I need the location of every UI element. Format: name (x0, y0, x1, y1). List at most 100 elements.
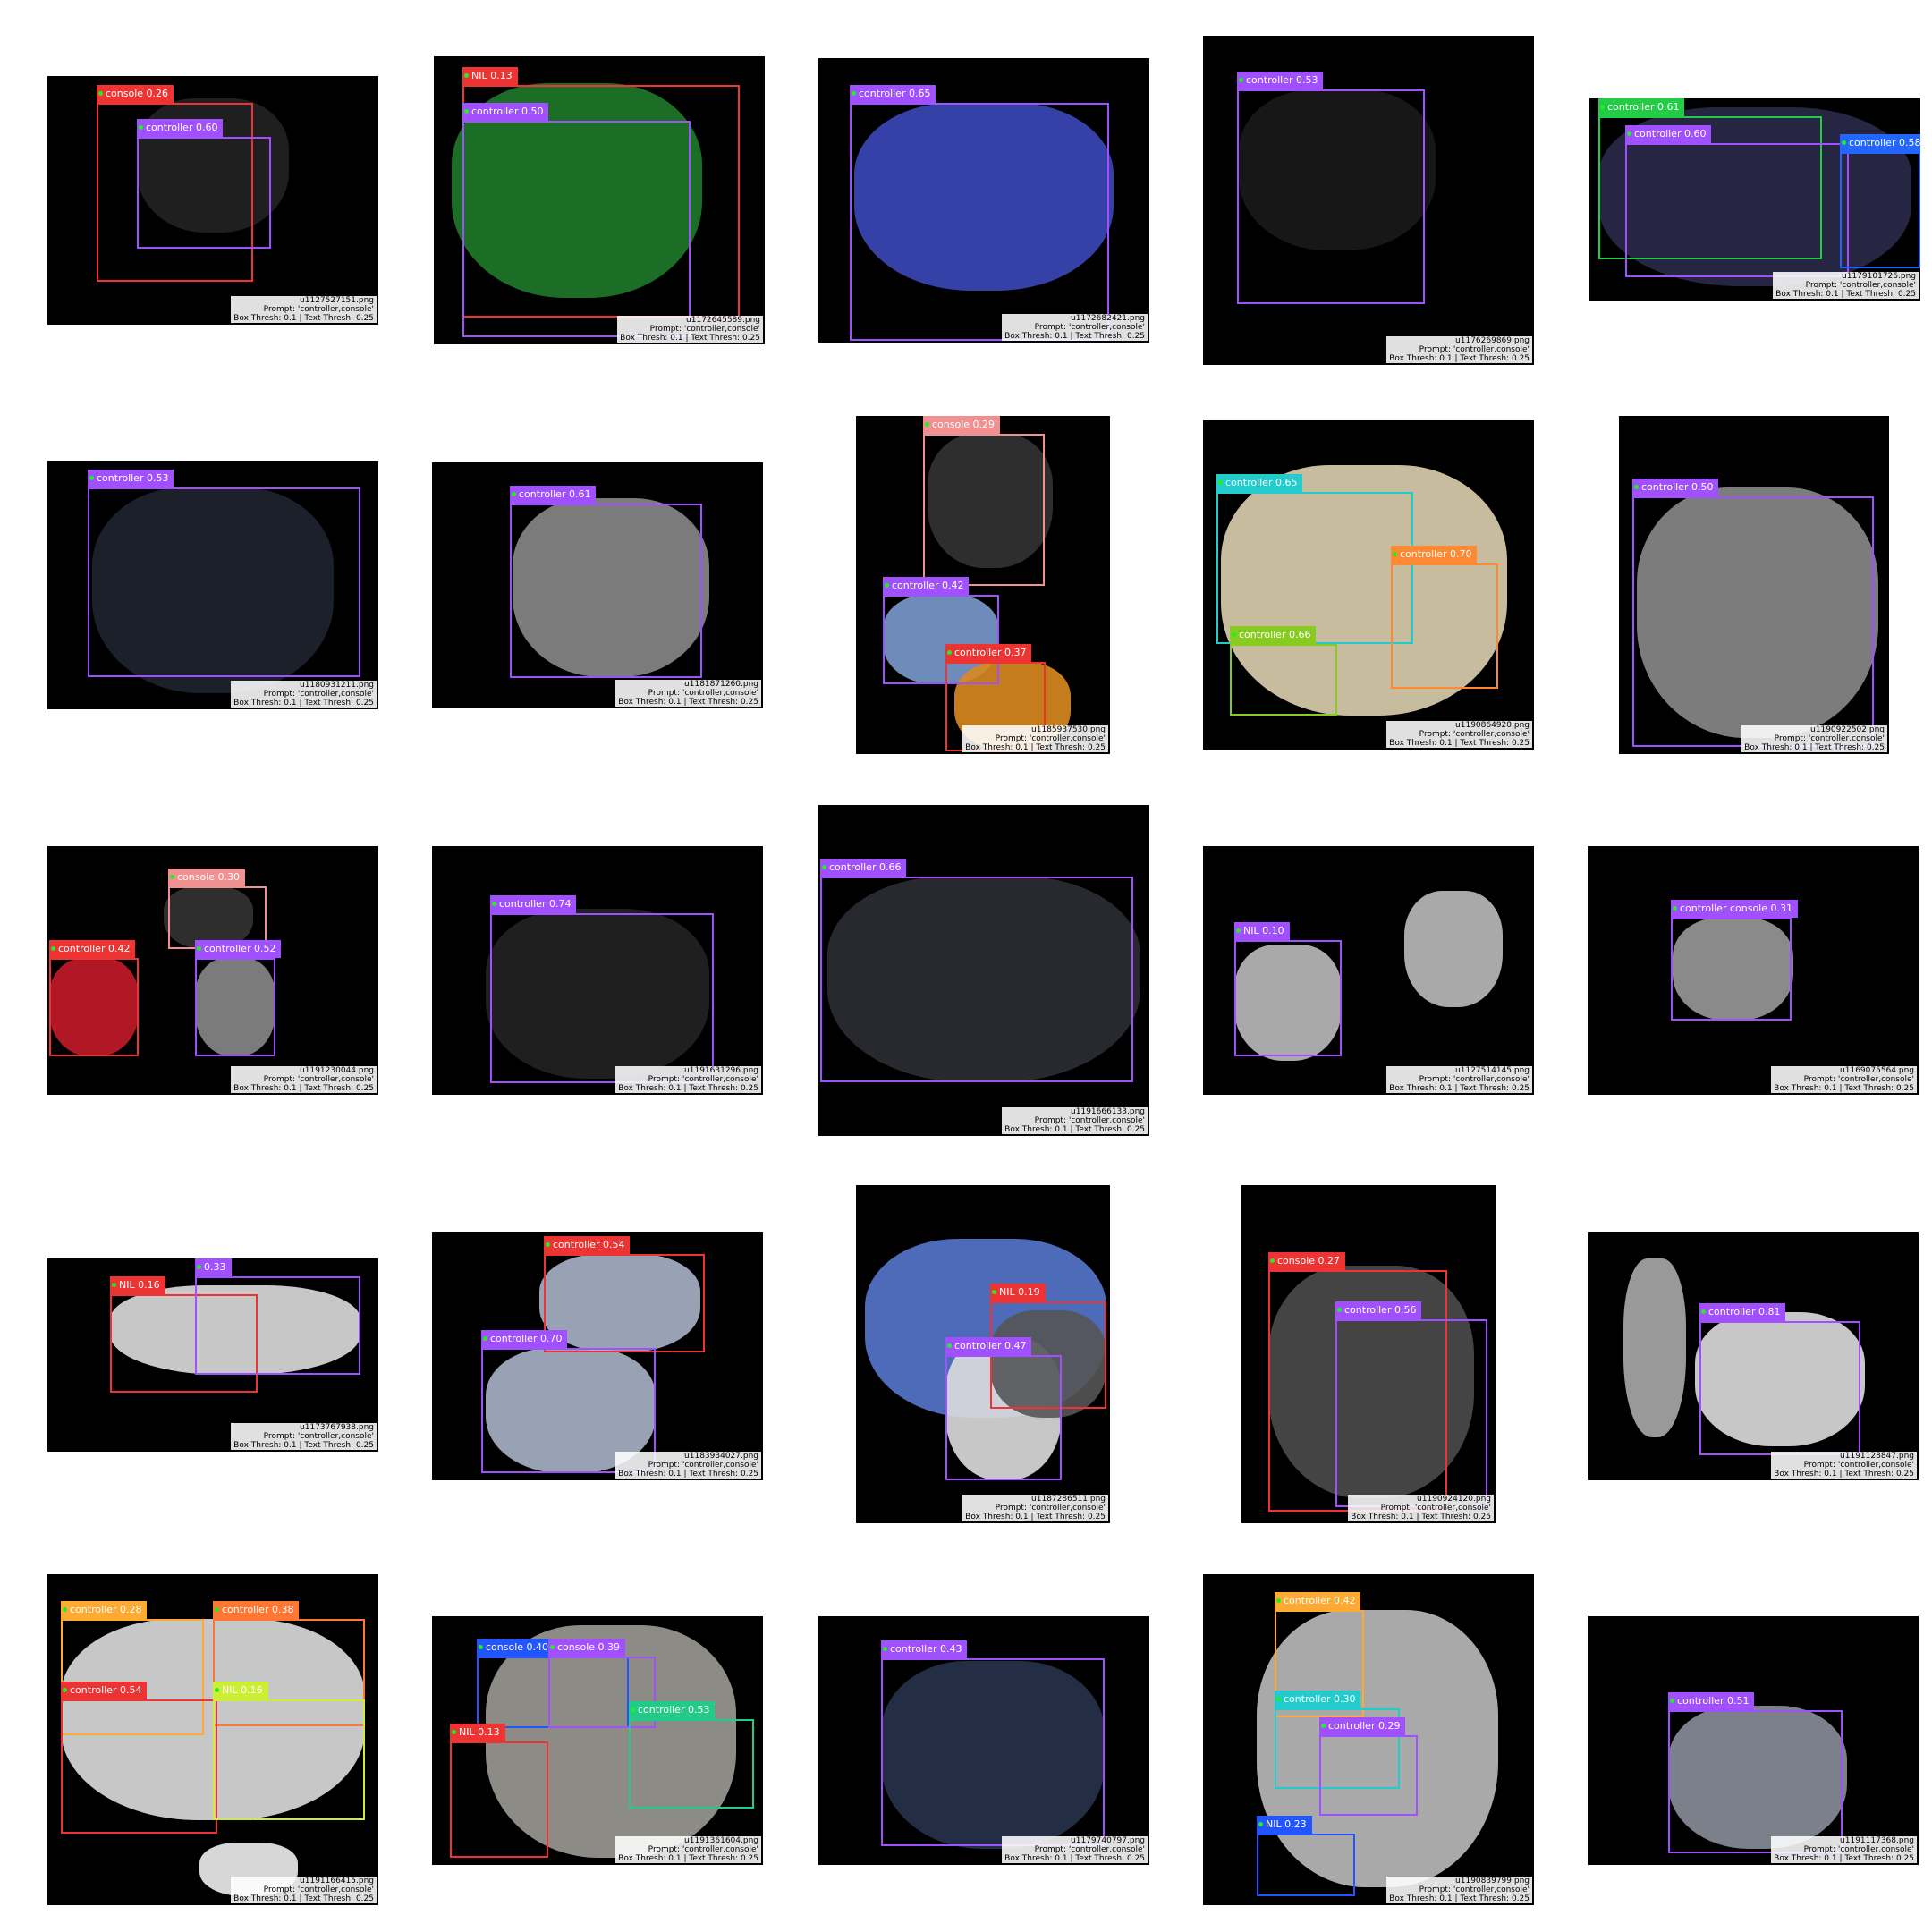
result-panel: controller 0.28 controller 0.38 controller… (47, 1574, 378, 1905)
detection-box: NIL 0.16 (110, 1276, 258, 1393)
controller-photo (1234, 945, 1342, 1061)
file-name: u1181871260.png (615, 680, 761, 689)
file-name: u1190839799.png (1386, 1877, 1532, 1885)
result-panel: controller 0.43 u1179740797.png Prompt: 'c… (818, 1616, 1149, 1865)
detection-label: controller 0.66 (820, 859, 907, 877)
prompt-text: Prompt: 'controller,console' (1773, 281, 1919, 290)
detection-label: controller 0.38 (213, 1601, 300, 1619)
panel-caption: u1191128847.png Prompt: 'controller,conso… (1771, 1452, 1917, 1479)
file-name: u1176269869.png (1386, 336, 1532, 345)
result-panel: controller 0.61 controller 0.60 controller… (1589, 98, 1920, 301)
file-name: u1183934027.png (615, 1452, 761, 1461)
controller-photo (827, 877, 1140, 1082)
panel-caption: u1191666133.png Prompt: 'controller,conso… (1002, 1107, 1148, 1134)
detection-label: controller 0.56 (1335, 1301, 1422, 1319)
panel-caption: u1190924120.png Prompt: 'controller,conso… (1348, 1495, 1494, 1521)
detection-box: NIL 0.16 (213, 1682, 365, 1820)
prompt-text: Prompt: 'controller,console' (1348, 1504, 1494, 1513)
detection-box: controller 0.54 (61, 1682, 217, 1834)
controller-photo (990, 1310, 1106, 1418)
panel-caption: u1191230044.png Prompt: 'controller,conso… (231, 1066, 377, 1093)
detection-box: controller 0.70 (1391, 546, 1498, 689)
result-panel: NIL 0.19 controller 0.47 u1187286511.png Pr… (856, 1185, 1110, 1523)
detection-box: NIL 0.10 (1234, 922, 1342, 1056)
controller-photo (1404, 891, 1503, 1007)
file-name: u1191230044.png (231, 1066, 377, 1075)
panel-caption: u1185937530.png Prompt: 'controller,conso… (962, 725, 1108, 752)
panel-caption: u1172645589.png Prompt: 'controller,conso… (617, 316, 763, 343)
prompt-text: Prompt: 'controller,console' (615, 1075, 761, 1084)
detection-box: controller 0.65 (1216, 474, 1413, 644)
file-name: u1191128847.png (1771, 1452, 1917, 1461)
prompt-text: Prompt: 'controller,console' (962, 1504, 1108, 1513)
threshold-text: Box Thresh: 0.1 | Text Thresh: 0.25 (1773, 290, 1919, 299)
controller-photo (1673, 918, 1793, 1021)
detection-box: controller 0.81 (1699, 1303, 1860, 1455)
detection-box: controller 0.51 (1668, 1692, 1843, 1853)
controller-photo (928, 434, 1053, 568)
panel-caption: u1191361604.png Prompt: 'controller,conso… (615, 1836, 761, 1863)
detection-label: controller 0.60 (137, 119, 224, 137)
detection-label: console 0.29 (923, 416, 1001, 434)
detection-label: console 0.40 (477, 1639, 555, 1657)
detection-label: controller 0.50 (462, 103, 549, 121)
threshold-text: Box Thresh: 0.1 | Text Thresh: 0.25 (1386, 1084, 1532, 1093)
file-name: u1172645589.png (617, 316, 763, 325)
detection-label: controller 0.28 (61, 1601, 148, 1619)
detection-box: controller 0.42 (49, 940, 139, 1056)
detection-box: controller 0.60 (137, 119, 271, 249)
controller-photo (1239, 89, 1436, 250)
panel-caption: u1191117368.png Prompt: 'controller,conso… (1771, 1836, 1917, 1863)
threshold-text: Box Thresh: 0.1 | Text Thresh: 0.25 (1002, 332, 1148, 341)
prompt-text: Prompt: 'controller,console' (231, 305, 377, 314)
threshold-text: Box Thresh: 0.1 | Text Thresh: 0.25 (1002, 1854, 1148, 1863)
detection-box: controller 0.53 (1237, 72, 1425, 304)
threshold-text: Box Thresh: 0.1 | Text Thresh: 0.25 (1771, 1854, 1917, 1863)
detection-label: NIL 0.19 (990, 1284, 1046, 1301)
detection-label: NIL 0.23 (1257, 1816, 1312, 1834)
detection-box: controller 0.66 (1230, 626, 1337, 716)
panel-caption: u1191166415.png Prompt: 'controller,conso… (231, 1877, 377, 1903)
prompt-text: Prompt: 'controller,console' (231, 690, 377, 699)
threshold-text: Box Thresh: 0.1 | Text Thresh: 0.25 (231, 1441, 377, 1450)
controller-photo (1695, 1312, 1865, 1446)
detection-box: controller 0.61 (510, 486, 702, 678)
file-name: u1191166415.png (231, 1877, 377, 1885)
detection-label: controller console 0.31 (1671, 900, 1798, 918)
result-panel: controller 0.65 controller 0.70 controller… (1203, 420, 1534, 750)
prompt-text: Prompt: 'controller,console' (1002, 1845, 1148, 1854)
panel-caption: u1190864920.png Prompt: 'controller,conso… (1386, 721, 1532, 748)
detection-box: controller console 0.31 (1671, 900, 1798, 1021)
result-panel: NIL 0.10 u1127514145.png Prompt: 'controll… (1203, 846, 1534, 1095)
detection-label: controller 0.54 (544, 1236, 631, 1254)
threshold-text: Box Thresh: 0.1 | Text Thresh: 0.25 (1386, 1894, 1532, 1903)
file-name: u1191631296.png (615, 1066, 761, 1075)
detection-label: controller 0.42 (49, 940, 136, 958)
detection-label: console 0.39 (548, 1639, 626, 1657)
result-panel: controller 0.51 u1191117368.png Prompt: 'c… (1588, 1616, 1919, 1865)
threshold-text: Box Thresh: 0.1 | Text Thresh: 0.25 (1771, 1470, 1917, 1479)
detection-label: controller 0.42 (1275, 1592, 1361, 1610)
panel-caption: u1169075564.png Prompt: 'controller,conso… (1771, 1066, 1917, 1093)
threshold-text: Box Thresh: 0.1 | Text Thresh: 0.25 (1771, 1084, 1917, 1093)
file-name: u1191361604.png (615, 1836, 761, 1845)
detection-label: controller 0.30 (1275, 1690, 1361, 1708)
detection-label: controller 0.53 (629, 1701, 716, 1719)
detection-label: controller 0.70 (481, 1330, 568, 1348)
result-panel: controller 0.81 u1191128847.png Prompt: 'c… (1588, 1232, 1919, 1480)
controller-photo (513, 498, 709, 677)
controller-photo (1623, 1258, 1686, 1437)
panel-caption: u1179740797.png Prompt: 'controller,conso… (1002, 1836, 1148, 1863)
file-name: u1179740797.png (1002, 1836, 1148, 1845)
file-name: u1185937530.png (962, 725, 1108, 734)
panel-caption: u1173767938.png Prompt: 'controller,conso… (231, 1423, 377, 1450)
prompt-text: Prompt: 'controller,console' (231, 1885, 377, 1894)
detection-box: controller 0.65 (850, 85, 1109, 341)
result-panel: controller 0.53 u1176269869.png Prompt: 'c… (1203, 36, 1534, 365)
prompt-text: Prompt: 'controller,console' (1002, 323, 1148, 332)
detection-box: controller 0.74 (490, 895, 714, 1083)
detection-box: controller 0.50 (1632, 479, 1874, 747)
file-name: u1173767938.png (231, 1423, 377, 1432)
file-name: u1187286511.png (962, 1495, 1108, 1504)
detection-box: NIL 0.13 (450, 1724, 548, 1858)
